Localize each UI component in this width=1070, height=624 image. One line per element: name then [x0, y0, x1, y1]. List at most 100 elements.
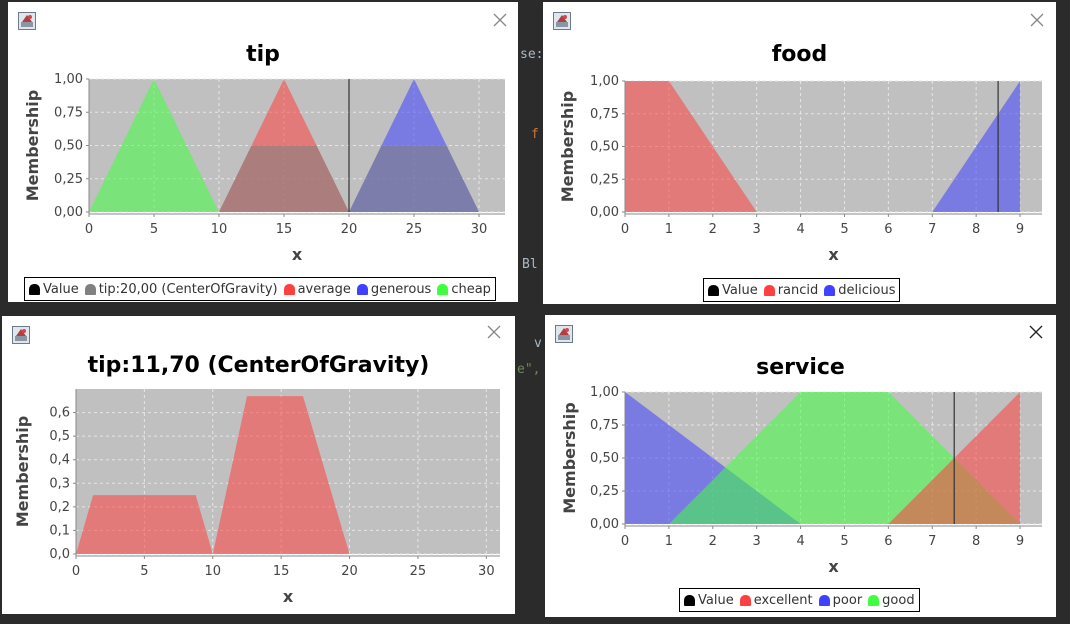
background-code-fragment: se: [520, 47, 544, 62]
legend-swatch [763, 284, 775, 296]
series-area [89, 79, 219, 212]
x-tick-label: 1 [665, 534, 673, 549]
x-tick-label: 25 [410, 564, 427, 579]
x-tick-label: 3 [753, 534, 761, 549]
legend-swatch [708, 284, 719, 296]
y-tick-label: 1,00 [590, 74, 619, 89]
close-icon[interactable] [486, 324, 502, 340]
close-icon[interactable] [492, 12, 508, 28]
y-tick-label: 0,5 [49, 429, 70, 444]
x-tick-label: 0 [621, 534, 629, 549]
legend-label: Value [722, 282, 758, 298]
x-tick-label: 3 [753, 222, 761, 237]
y-tick-label: 0,3 [49, 476, 70, 491]
x-tick-label: 1 [665, 222, 673, 237]
y-axis-label: Membership [558, 91, 577, 203]
legend-label: generous [370, 281, 432, 297]
x-tick-label: 4 [796, 222, 804, 237]
y-axis-label: Membership [23, 90, 42, 202]
x-axis-label: x [283, 587, 294, 606]
y-tick-label: 0,50 [590, 451, 619, 466]
y-tick-label: 0,6 [49, 406, 70, 421]
y-tick-label: 1,00 [54, 72, 83, 87]
legend-swatch [356, 283, 368, 295]
chart-window-tip-output: tip:11,70 (CenterOfGravity) 0 5 10 15 20 25 30… [2, 316, 515, 614]
y-tick-label: 0,25 [590, 484, 619, 499]
java-app-icon [12, 326, 30, 344]
series-area [76, 396, 350, 554]
y-axis-label: Membership [13, 416, 32, 528]
chart-plot: 0 5 10 15 20 25 30 0,0 0,1 0,2 0,3 0,4 0,5 0,6 x Member… [13, 389, 500, 606]
close-icon[interactable] [1029, 12, 1045, 28]
legend-item: average [283, 281, 351, 297]
chart-legend: Value tip:20,00 (CenterOfGravity) average g… [24, 277, 496, 301]
x-tick-label: 10 [211, 222, 228, 237]
legend-item: poor [818, 592, 863, 608]
x-tick-label: 6 [884, 534, 892, 549]
legend-label: rancid [777, 282, 819, 298]
x-axis-label: x [828, 245, 839, 264]
background-code-fragment: f [531, 127, 539, 142]
java-app-icon [553, 12, 571, 30]
chart-window-tip: tip 0 5 10 15 20 25 30 0,00 0,25 0,50 0,75 1,00 x Mem… [8, 2, 518, 302]
y-tick-label: 0,75 [54, 105, 83, 120]
x-tick-label: 10 [205, 564, 222, 579]
legend-swatch [29, 283, 40, 295]
close-icon[interactable] [1028, 324, 1044, 340]
x-tick-label: 2 [709, 534, 717, 549]
legend-label: good [882, 592, 915, 608]
chart-window-service: service 0 1 2 3 4 5 6 7 8 9 0,00 0,25 0,50 0,75 1,00 x M… [545, 315, 1056, 617]
legend-label: excellent [753, 592, 813, 608]
legend-swatch [437, 283, 449, 295]
x-tick-label: 8 [972, 222, 980, 237]
series-area [625, 81, 757, 212]
x-tick-label: 9 [1016, 222, 1024, 237]
chart-title: service [756, 355, 845, 380]
x-tick-label: 0 [72, 564, 80, 579]
x-tick-label: 5 [840, 222, 848, 237]
chart-plot: 0 1 2 3 4 5 6 7 8 9 0,00 0,25 0,50 0,75 1,00 x Membershi… [560, 385, 1042, 576]
y-tick-label: 0,50 [54, 139, 83, 154]
y-tick-label: 0,00 [590, 205, 619, 220]
y-tick-label: 0,00 [54, 205, 83, 220]
background-code-fragment: e", [517, 362, 541, 377]
y-tick-label: 0,4 [49, 453, 70, 468]
y-tick-label: 0,00 [590, 517, 619, 532]
background-code-fragment: Bl [522, 257, 538, 272]
x-tick-label: 7 [928, 534, 936, 549]
x-axis-label: x [828, 557, 839, 576]
java-app-icon [18, 12, 36, 30]
x-tick-label: 5 [840, 534, 848, 549]
chart-plot: 0 1 2 3 4 5 6 7 8 9 0,00 0,25 0,50 0,75 1,00 x Membershi… [558, 74, 1042, 264]
x-tick-label: 9 [1016, 534, 1024, 549]
legend-swatch [868, 594, 880, 606]
legend-label: cheap [451, 281, 491, 297]
legend-label: average [297, 281, 351, 297]
chart-window-food: food 0 1 2 3 4 5 6 7 8 9 0,00 0,25 0,50 0,75 1,00 x Memb… [543, 2, 1056, 304]
legend-item: Value [708, 283, 758, 298]
background-code-fragment: v [534, 336, 542, 351]
legend-item: delicious [824, 283, 895, 298]
y-tick-label: 0,75 [590, 418, 619, 433]
chart-legend: Value rancid delicious [703, 278, 901, 302]
legend-item: generous [356, 281, 432, 297]
y-tick-label: 0,0 [49, 547, 70, 562]
x-tick-label: 30 [478, 564, 495, 579]
chart-title: tip [246, 42, 280, 67]
legend-swatch [84, 283, 96, 295]
x-tick-label: 30 [471, 222, 488, 237]
legend-label: poor [832, 592, 863, 608]
legend-item: Value [684, 593, 734, 608]
x-tick-label: 6 [884, 222, 892, 237]
legend-item: good [868, 592, 915, 608]
legend-swatch [283, 283, 295, 295]
x-tick-label: 5 [140, 564, 148, 579]
x-tick-label: 20 [341, 564, 358, 579]
y-axis-label: Membership [560, 402, 579, 514]
y-tick-label: 0,2 [49, 500, 70, 515]
series-area [219, 145, 479, 212]
x-tick-label: 5 [150, 222, 158, 237]
x-tick-label: 0 [621, 222, 629, 237]
chart-legend: Value excellent poor good [679, 588, 920, 612]
x-tick-label: 15 [276, 222, 293, 237]
